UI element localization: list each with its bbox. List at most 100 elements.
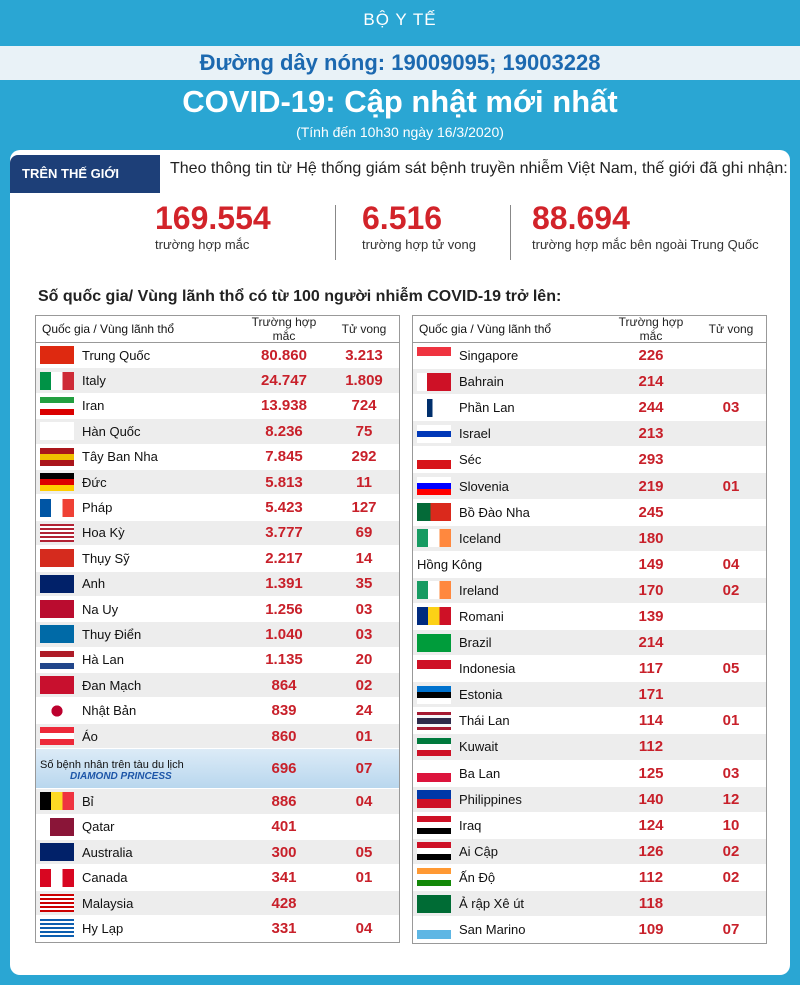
country-cell: Romani	[459, 609, 606, 624]
cases: 214	[638, 634, 664, 652]
deaths: 07	[355, 760, 373, 778]
flag	[417, 868, 451, 887]
table-row: Iran 13.938 724	[36, 394, 399, 420]
table-row: Israel 213	[413, 421, 766, 448]
flag	[417, 659, 451, 678]
flag	[40, 549, 74, 568]
country-cell: Anh	[82, 576, 239, 591]
country-cell: Đan Mạch	[82, 678, 239, 693]
cases: 341	[271, 869, 297, 887]
country: Ireland	[459, 582, 499, 598]
country: Đức	[82, 474, 107, 490]
country-cell: Phần Lan	[459, 400, 606, 415]
flag	[40, 523, 74, 542]
table-row: Ai Cập 126 02	[413, 838, 766, 865]
cases: 219	[638, 477, 664, 495]
table-row: Estonia 171	[413, 682, 766, 709]
deaths: 75	[355, 422, 373, 440]
table-row: Trung Quốc 80.860 3.213	[36, 343, 399, 369]
table-row: Tây Ban Nha 7.845 292	[36, 445, 399, 470]
table-row: Bồ Đào Nha 245	[413, 500, 766, 526]
cases: 125	[638, 764, 664, 782]
country-cell: Malaysia	[82, 896, 239, 911]
cases: 118	[638, 895, 664, 913]
table-row: Phần Lan 244 03	[413, 395, 766, 422]
country: Bồ Đào Nha	[459, 504, 530, 520]
country-cell: Qatar	[82, 819, 239, 834]
table-row: Brazil 214	[413, 630, 766, 657]
cases: 117	[638, 660, 664, 678]
flag	[40, 676, 74, 695]
country-cell: Ả rập Xê út	[459, 896, 606, 911]
cases: 112	[638, 868, 664, 886]
deaths: 20	[355, 651, 373, 669]
deaths: 03	[355, 600, 373, 618]
country: Anh	[82, 576, 106, 592]
country-cell: Hàn Quốc	[82, 424, 239, 439]
table-row: Hà Lan 1.135 20	[36, 648, 399, 674]
table-row: Iraq 124 10	[413, 813, 766, 839]
country: Israel	[459, 426, 491, 442]
country: Iran	[82, 398, 105, 414]
cases: 171	[638, 686, 664, 704]
table-row: Ấn Độ 112 02	[413, 865, 766, 891]
country: Ả rập Xê út	[459, 896, 525, 912]
table-row: Singapore 226	[413, 343, 766, 370]
cases: 140	[638, 790, 664, 808]
table-row: Thái Lan 114 01	[413, 708, 766, 735]
country-cell: Trung Quốc	[82, 348, 239, 363]
cases: 1.391	[265, 575, 303, 593]
country-cell: Hồng Kông	[417, 557, 606, 572]
country-cell: Bahrain	[459, 374, 606, 389]
country-cell: Đức	[82, 475, 239, 490]
deaths: 01	[355, 727, 373, 745]
country-cell: Iraq	[459, 818, 606, 833]
flag	[40, 447, 74, 466]
cases: 170	[638, 581, 664, 599]
country-cell: Singapore	[459, 348, 606, 363]
deaths: 03	[722, 764, 740, 782]
flag	[417, 529, 451, 548]
country: Estonia	[459, 687, 503, 703]
cases: 300	[271, 843, 297, 861]
table-row: Bỉ 886 04	[36, 789, 399, 815]
flag	[40, 371, 74, 390]
deaths: 03	[722, 399, 740, 417]
country: Malaysia	[82, 895, 134, 911]
country: Séc	[459, 452, 482, 468]
flag	[417, 764, 451, 783]
flag	[417, 633, 451, 652]
table-row: Australia 300 05	[36, 840, 399, 866]
country: Ấn Độ	[459, 869, 496, 885]
cases: 2.217	[265, 549, 303, 567]
cases: 696	[271, 760, 297, 778]
cases: 3.777	[265, 524, 303, 542]
table-row: Thụy Sỹ 2.217 14	[36, 546, 399, 572]
stat-label: trường hợp mắc	[155, 237, 250, 252]
table-row: Thuy Điển 1.040 03	[36, 622, 399, 648]
stat-value: 88.694	[532, 200, 630, 236]
country: Phần Lan	[459, 400, 515, 416]
flag	[40, 817, 74, 836]
intro: Theo thông tin từ Hệ thống giám sát bệnh…	[170, 160, 788, 177]
section-tab: TRÊN THẾ GIỚI	[10, 155, 160, 193]
cases: 214	[638, 373, 664, 391]
deaths: 02	[722, 868, 740, 886]
table-row: Nhật Bản 839 24	[36, 698, 399, 724]
country: Bỉ	[82, 793, 94, 809]
country: Thái Lan	[459, 713, 510, 729]
deaths: 05	[722, 660, 740, 678]
cases: 226	[638, 347, 664, 365]
deaths: 127	[351, 499, 377, 517]
country-cell: Brazil	[459, 635, 606, 650]
country: Áo	[82, 728, 98, 744]
cases: 1.256	[265, 600, 303, 618]
cases: 24.747	[261, 372, 307, 390]
cases: 401	[271, 818, 297, 836]
deaths: 01	[355, 869, 373, 887]
table-row: Anh 1.391 35	[36, 571, 399, 597]
table-row: Canada 341 01	[36, 865, 399, 891]
cases: 109	[638, 921, 664, 939]
country: Hàn Quốc	[82, 423, 141, 439]
